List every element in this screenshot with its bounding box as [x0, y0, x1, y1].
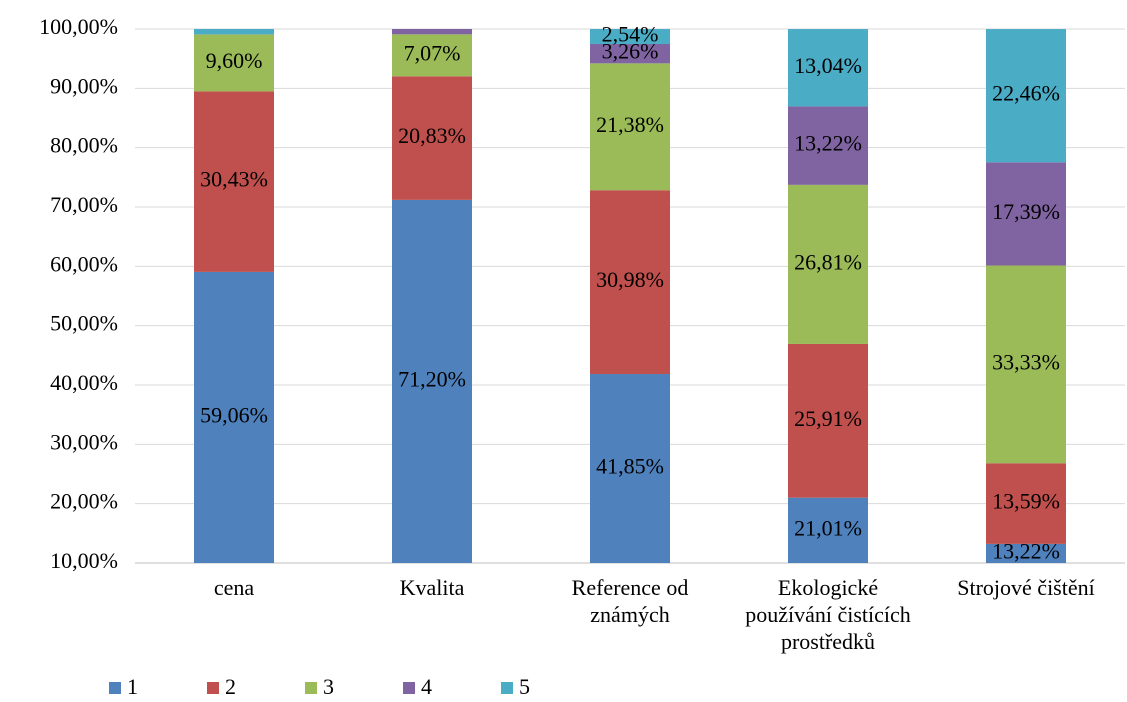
- y-tick-label: 40,00%: [50, 370, 118, 395]
- data-label: 21,01%: [794, 515, 862, 540]
- bar-segment: [788, 184, 868, 344]
- y-tick-label: 80,00%: [50, 133, 118, 158]
- bar-segment: [194, 271, 274, 563]
- y-tick-label: 100,00%: [39, 14, 118, 39]
- bar-segment: [392, 34, 472, 77]
- y-tick-label: 60,00%: [50, 251, 118, 276]
- legend-label: 5: [519, 674, 530, 699]
- data-label: 33,33%: [992, 349, 1060, 374]
- bar-segment: [590, 44, 670, 64]
- data-label: 9,60%: [206, 48, 263, 73]
- bar-segment: [788, 29, 868, 107]
- data-label: 13,04%: [794, 53, 862, 78]
- legend-label: 2: [225, 674, 236, 699]
- data-label: 20,83%: [398, 123, 466, 148]
- legend-swatch: [109, 682, 121, 694]
- legend-swatch: [501, 682, 513, 694]
- bar-segment: [590, 63, 670, 191]
- y-tick-label: 50,00%: [50, 311, 118, 336]
- data-label: 59,06%: [200, 403, 268, 428]
- y-tick-label: 90,00%: [50, 73, 118, 98]
- x-tick-label: Reference od známých: [571, 575, 689, 627]
- bar-segment: [986, 265, 1066, 464]
- data-label: 13,22%: [794, 131, 862, 156]
- bar-segment: [194, 29, 274, 35]
- legend-label: 4: [421, 674, 432, 699]
- bar-segment: [986, 162, 1066, 266]
- data-label: 30,98%: [596, 267, 664, 292]
- legend-label: 1: [127, 674, 138, 699]
- y-tick-label: 20,00%: [50, 489, 118, 514]
- data-label: 30,43%: [200, 167, 268, 192]
- bar-segment: [788, 497, 868, 563]
- data-label: 71,20%: [398, 366, 466, 391]
- legend-swatch: [207, 682, 219, 694]
- data-label: 22,46%: [992, 81, 1060, 106]
- bar-segment: [590, 374, 670, 563]
- data-label: 26,81%: [794, 249, 862, 274]
- data-label: 17,39%: [992, 199, 1060, 224]
- legend-swatch: [305, 682, 317, 694]
- x-tick-label: Ekologické používání čistících prostředk…: [745, 575, 911, 654]
- bars: [194, 29, 1066, 563]
- legend-label: 3: [323, 674, 334, 699]
- bar-segment: [392, 29, 472, 35]
- bar-segment: [590, 190, 670, 375]
- data-label: 3,26%: [602, 39, 659, 64]
- y-tick-label: 70,00%: [50, 192, 118, 217]
- bar-segment: [986, 463, 1066, 544]
- bar-segment: [590, 29, 670, 45]
- x-tick-label: Strojové čištění: [957, 575, 1095, 600]
- data-label: 25,91%: [794, 406, 862, 431]
- bar-segment: [986, 29, 1066, 163]
- x-tick-label: Kvalita: [399, 575, 465, 600]
- data-label: 13,22%: [992, 538, 1060, 563]
- data-label: 2,54%: [602, 22, 659, 47]
- x-tick-label: cena: [213, 575, 255, 600]
- data-label: 21,38%: [596, 112, 664, 137]
- y-tick-label: 30,00%: [50, 429, 118, 454]
- legend-swatch: [403, 682, 415, 694]
- data-label: 7,07%: [404, 40, 461, 65]
- bar-segment: [788, 106, 868, 185]
- bar-segment: [392, 199, 472, 563]
- data-label: 13,59%: [992, 489, 1060, 514]
- bar-segment: [986, 543, 1066, 563]
- bar-segment: [194, 34, 274, 92]
- labels: 10,00% 20,00% 30,00% 40,00% 50,00% 60,00% 70,0…: [39, 14, 1060, 699]
- data-label: 41,85%: [596, 454, 664, 479]
- bar-segment: [194, 91, 274, 272]
- y-tick-label: 10,00%: [50, 548, 118, 573]
- bar-segment: [788, 343, 868, 498]
- bar-segment: [392, 76, 472, 200]
